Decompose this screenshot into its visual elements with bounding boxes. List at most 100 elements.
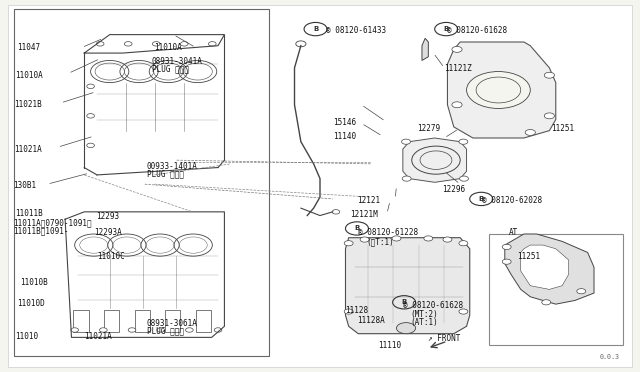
Polygon shape	[521, 245, 568, 289]
Text: B: B	[313, 26, 318, 32]
Circle shape	[402, 176, 411, 181]
Bar	[134, 310, 150, 332]
Text: 11010C: 11010C	[97, 251, 125, 261]
Circle shape	[502, 244, 511, 250]
Circle shape	[525, 129, 536, 135]
Text: 0.0.3: 0.0.3	[600, 353, 620, 359]
Text: 11011B: 11011B	[15, 209, 43, 218]
Circle shape	[71, 328, 79, 332]
Text: 11251: 11251	[550, 124, 574, 133]
Text: PLUG プラグ: PLUG プラグ	[147, 326, 184, 335]
Text: 08931-3041A: 08931-3041A	[152, 57, 203, 66]
Circle shape	[452, 46, 462, 52]
Text: (MT:2): (MT:2)	[410, 310, 438, 319]
Text: 08931-3061A: 08931-3061A	[147, 319, 198, 328]
Circle shape	[209, 42, 216, 46]
Circle shape	[460, 176, 468, 181]
Text: PLUG プラグ: PLUG プラグ	[152, 64, 189, 73]
Circle shape	[459, 309, 468, 314]
Text: 11010D: 11010D	[17, 299, 45, 308]
Text: 11010A: 11010A	[15, 71, 43, 80]
Circle shape	[157, 328, 164, 332]
Text: 11010B: 11010B	[20, 278, 48, 287]
Polygon shape	[403, 138, 467, 182]
Circle shape	[396, 323, 415, 334]
Circle shape	[97, 42, 104, 46]
Text: 11010: 11010	[15, 332, 38, 341]
Circle shape	[87, 113, 95, 118]
Circle shape	[296, 41, 306, 47]
Text: 12121M: 12121M	[351, 210, 378, 219]
Polygon shape	[422, 38, 428, 61]
Polygon shape	[346, 238, 470, 334]
Text: 11251: 11251	[518, 251, 541, 261]
Circle shape	[180, 42, 188, 46]
Bar	[489, 234, 623, 345]
Circle shape	[577, 289, 586, 294]
Text: 11010A: 11010A	[154, 43, 182, 52]
Bar	[104, 310, 119, 332]
Text: 12121: 12121	[357, 196, 380, 205]
Text: (ァT:1): (ァT:1)	[366, 238, 394, 247]
Circle shape	[332, 210, 340, 214]
Text: 12293: 12293	[96, 212, 119, 221]
Circle shape	[443, 237, 452, 242]
Text: 11021A: 11021A	[14, 145, 42, 154]
Polygon shape	[505, 234, 594, 304]
Text: (AT:1): (AT:1)	[410, 318, 438, 327]
Circle shape	[392, 236, 401, 241]
Circle shape	[544, 72, 554, 78]
Circle shape	[424, 236, 433, 241]
Circle shape	[100, 328, 107, 332]
Text: 11021B: 11021B	[14, 100, 42, 109]
Text: 11011Bへ1091-: 11011Bへ1091-	[13, 227, 68, 235]
Text: ® 08120-61628: ® 08120-61628	[447, 26, 508, 35]
Text: B: B	[355, 225, 360, 231]
Polygon shape	[447, 42, 556, 138]
Text: 00933-1401A: 00933-1401A	[147, 162, 198, 171]
Bar	[74, 310, 89, 332]
Text: B: B	[444, 26, 449, 32]
Circle shape	[544, 113, 554, 119]
Circle shape	[360, 237, 369, 242]
Text: AT: AT	[509, 228, 518, 237]
Text: ® 08120-61433: ® 08120-61433	[326, 26, 387, 35]
Text: 11140: 11140	[333, 132, 356, 141]
Text: 11121Z: 11121Z	[444, 64, 472, 73]
Circle shape	[541, 300, 550, 305]
Text: 11128A: 11128A	[357, 316, 385, 325]
Text: B: B	[479, 196, 484, 202]
Circle shape	[87, 143, 95, 148]
Circle shape	[87, 84, 95, 89]
Circle shape	[344, 241, 353, 246]
Circle shape	[452, 102, 462, 108]
Text: 12279: 12279	[417, 124, 440, 133]
Circle shape	[467, 71, 531, 109]
Text: B: B	[401, 299, 407, 305]
Bar	[196, 310, 211, 332]
Text: PLUG プラグ: PLUG プラグ	[147, 170, 184, 179]
Text: 15146: 15146	[333, 118, 356, 127]
Circle shape	[502, 259, 511, 264]
Circle shape	[401, 139, 410, 144]
Circle shape	[214, 328, 222, 332]
Circle shape	[459, 241, 468, 246]
Text: ® 08120-62028: ® 08120-62028	[483, 196, 543, 205]
Text: 11128: 11128	[346, 306, 369, 315]
Text: 11011Aへ0790-1091゙: 11011Aへ0790-1091゙	[13, 218, 92, 227]
Bar	[14, 9, 269, 356]
Circle shape	[459, 139, 468, 144]
Text: 130B1: 130B1	[13, 182, 36, 190]
Text: ↗ FRONT: ↗ FRONT	[428, 334, 461, 343]
Text: 12296: 12296	[442, 185, 465, 194]
Text: 11047: 11047	[17, 43, 40, 52]
Text: ® 08120-61628: ® 08120-61628	[403, 301, 463, 310]
Text: 12293A: 12293A	[94, 228, 122, 237]
Circle shape	[124, 42, 132, 46]
Circle shape	[344, 309, 353, 314]
Circle shape	[186, 328, 193, 332]
Text: ® 08120-61228: ® 08120-61228	[358, 228, 419, 237]
Circle shape	[152, 42, 160, 46]
Bar	[165, 310, 180, 332]
Text: 11021A: 11021A	[84, 332, 112, 341]
